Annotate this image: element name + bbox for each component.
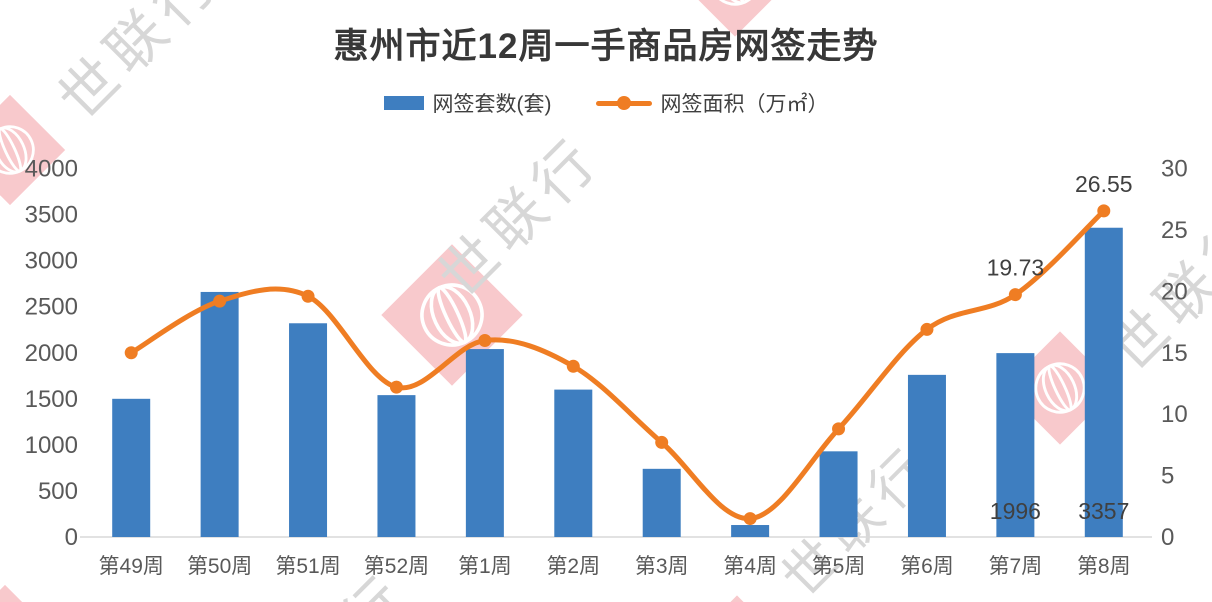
data-label-19.73: 19.73 — [987, 255, 1045, 281]
trend-line — [128, 208, 1107, 522]
line-marker-第52周 — [389, 380, 403, 394]
x-axis-label-第49周: 第49周 — [99, 555, 164, 578]
data-label-1996: 1996 — [990, 498, 1041, 524]
line-marker-第4周 — [743, 512, 757, 526]
bar-第8周 — [1084, 227, 1123, 537]
y-axis-right-tick-30: 30 — [1161, 156, 1188, 183]
line-marker-第2周 — [566, 359, 580, 373]
x-axis-label-第7周: 第7周 — [989, 555, 1043, 578]
x-axis-label-第50周: 第50周 — [187, 555, 252, 578]
data-label-3357: 3357 — [1078, 498, 1129, 524]
x-axis-label-第4周: 第4周 — [723, 555, 777, 578]
x-axis-label-第3周: 第3周 — [635, 555, 689, 578]
y-axis-left-tick-1000: 1000 — [25, 432, 78, 459]
line-marker-第49周 — [124, 346, 138, 360]
y-axis-left-tick-2500: 2500 — [25, 294, 78, 321]
line-marker-第6周 — [920, 322, 934, 336]
line-marker-第5周 — [832, 422, 846, 436]
line-marker-第3周 — [655, 435, 669, 449]
globe-icon — [1034, 362, 1086, 414]
bar-第1周 — [465, 349, 504, 537]
globe-icon — [709, 0, 761, 6]
worldunion-logo-watermark — [1003, 331, 1117, 445]
bar-swatch-icon — [383, 96, 424, 110]
bar-第3周 — [642, 468, 681, 537]
bar-第51周 — [289, 323, 328, 537]
bar-第2周 — [554, 389, 593, 537]
worldunion-logo-watermark — [678, 0, 792, 37]
bar-第4周 — [731, 525, 770, 537]
bar-第6周 — [907, 374, 946, 537]
bar-第52周 — [377, 395, 416, 537]
line-marker-第51周 — [301, 289, 315, 303]
y-axis-right-tick-20: 20 — [1161, 278, 1188, 305]
x-axis-label-第1周: 第1周 — [458, 555, 512, 578]
legend: 网签套数(套) 网签面积（万㎡） — [0, 88, 1212, 118]
x-axis-label-第51周: 第51周 — [275, 555, 340, 578]
worldunion-logo-watermark — [381, 244, 523, 386]
line-swatch-icon — [595, 96, 652, 110]
line-marker-第1周 — [478, 333, 492, 347]
y-axis-left-tick-4000: 4000 — [25, 156, 78, 183]
legend-item-units: 网签套数(套) — [383, 88, 552, 118]
y-axis-right-tick-25: 25 — [1161, 217, 1188, 244]
bar-第7周 — [996, 353, 1035, 537]
x-axis-label-第2周: 第2周 — [546, 555, 600, 578]
legend-label-area: 网签面积（万㎡） — [660, 93, 829, 116]
bar-第49周 — [112, 398, 151, 537]
bar-第50周 — [200, 291, 239, 537]
legend-label-units: 网签套数(套) — [432, 93, 552, 116]
y-axis-right-tick-5: 5 — [1161, 463, 1174, 490]
x-axis-label-第5周: 第5周 — [812, 555, 866, 578]
data-label-26.55: 26.55 — [1075, 171, 1133, 197]
x-axis-label-第8周: 第8周 — [1077, 555, 1131, 578]
y-axis-right-tick-0: 0 — [1161, 524, 1174, 551]
legend-item-area: 网签面积（万㎡） — [595, 88, 829, 118]
y-axis-left-tick-3500: 3500 — [25, 202, 78, 229]
worldunion-logo-watermark — [0, 94, 66, 206]
y-axis-right-tick-15: 15 — [1161, 340, 1188, 367]
chart-title: 惠州市近12周一手商品房网签走势 — [333, 27, 879, 66]
x-axis-label-第6周: 第6周 — [900, 555, 954, 578]
globe-icon — [0, 125, 35, 175]
line-marker-第50周 — [213, 294, 227, 308]
y-axis-left-tick-1500: 1500 — [25, 386, 78, 413]
line-marker-icon — [616, 96, 631, 110]
bar-第5周 — [819, 451, 858, 537]
y-axis-left-tick-3000: 3000 — [25, 248, 78, 275]
line-marker-第7周 — [1008, 288, 1022, 302]
line-marker-第8周 — [1097, 204, 1111, 218]
y-axis-left-tick-2000: 2000 — [25, 340, 78, 367]
y-axis-right-tick-10: 10 — [1161, 401, 1188, 428]
x-axis-label-第52周: 第52周 — [364, 555, 429, 578]
y-axis-left-tick-0: 0 — [65, 524, 78, 551]
globe-icon — [420, 283, 484, 347]
y-axis-left-tick-500: 500 — [38, 478, 78, 505]
